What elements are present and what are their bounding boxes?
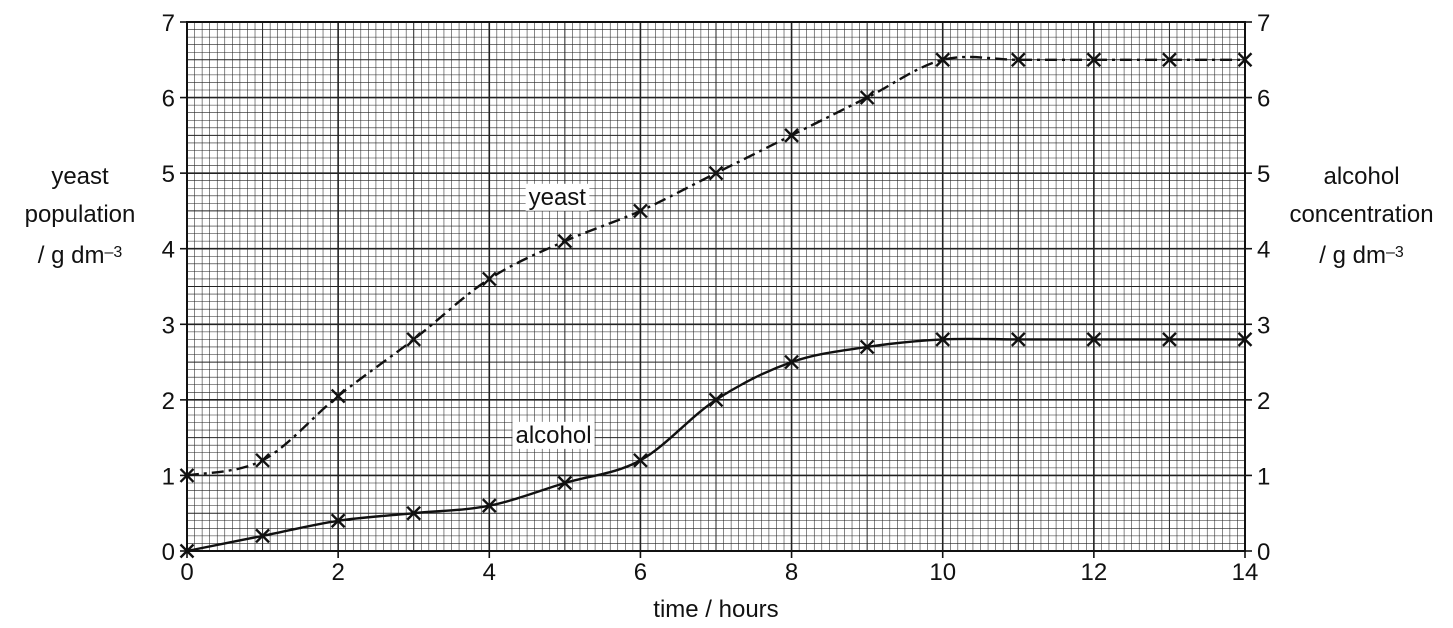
- y-tick-label-right: 0: [1257, 539, 1270, 566]
- x-tick-label: 0: [180, 559, 193, 586]
- annotation-text: yeast: [529, 184, 587, 211]
- y-axis-label-right-units: / g dm–3: [1270, 234, 1453, 275]
- y-axis-label-right: alcohol concentration / g dm–3: [1270, 158, 1453, 275]
- y-tick-label-left: 5: [162, 161, 175, 188]
- y-tick-label-right: 2: [1257, 388, 1270, 415]
- x-tick-label: 14: [1232, 559, 1259, 586]
- y-tick-label-right: 5: [1257, 161, 1270, 188]
- x-tick-label: 10: [929, 559, 956, 586]
- y-tick-label-left: 0: [162, 539, 175, 566]
- x-axis-label: time / hours: [653, 596, 778, 623]
- annotations: yeast alcohol: [512, 184, 594, 449]
- x-tick-label: 8: [785, 559, 798, 586]
- y-tick-label-right: 1: [1257, 463, 1270, 490]
- y-tick-label-right: 3: [1257, 312, 1270, 339]
- x-tick-label: 12: [1081, 559, 1108, 586]
- y-tick-label-right: 4: [1257, 237, 1270, 264]
- y-axis-label-left-units: / g dm–3: [0, 234, 160, 275]
- y-tick-label-left: 6: [162, 86, 175, 113]
- grid: [187, 22, 1245, 551]
- y-tick-label-left: 4: [162, 237, 175, 264]
- y-axis-label-right-line2: concentration: [1270, 196, 1453, 234]
- y-tick-label-left: 2: [162, 388, 175, 415]
- y-axis-label-left-line1: yeast: [0, 158, 160, 196]
- y-tick-label-right: 7: [1257, 10, 1270, 37]
- annotation-alcohol: alcohol: [512, 422, 594, 449]
- y-tick-label-left: 7: [162, 10, 175, 37]
- x-tick-label: 4: [483, 559, 496, 586]
- y-tick-label-left: 1: [162, 463, 175, 490]
- annotation-yeast: yeast: [526, 184, 590, 211]
- x-tick-label: 6: [634, 559, 647, 586]
- annotation-text: alcohol: [515, 422, 591, 449]
- y-axis-label-right-line1: alcohol: [1270, 158, 1453, 196]
- y-axis-label-left-line2: population: [0, 196, 160, 234]
- y-tick-label-left: 3: [162, 312, 175, 339]
- x-tick-label: 2: [331, 559, 344, 586]
- y-tick-label-right: 6: [1257, 86, 1270, 113]
- y-axis-label-left: yeast population / g dm–3: [0, 158, 160, 275]
